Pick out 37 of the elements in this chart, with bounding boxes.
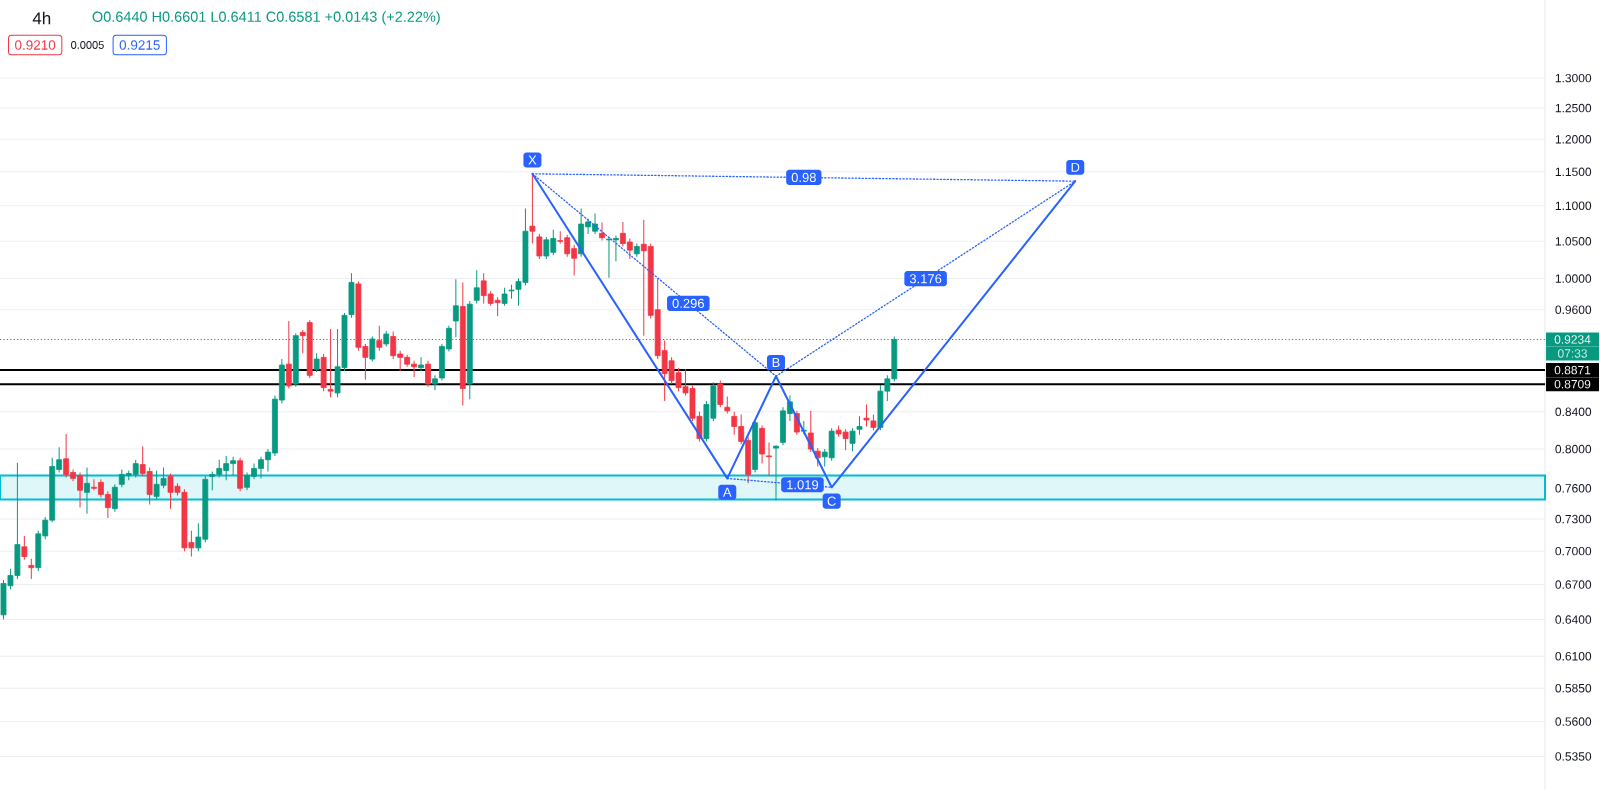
y-tick-label: 0.5850 — [1555, 683, 1592, 693]
annotation: O0.6440 H0.6601 L0.6411 C0.6581 +0.0143 (+2.22%) — [92, 11, 440, 25]
series-label: 0.296 — [672, 298, 704, 308]
y-tick-label: 0.8400 — [1555, 407, 1592, 417]
y-tick-label: 1.0000 — [1555, 274, 1592, 283]
y-tick-label: 0.9600 — [1555, 305, 1592, 314]
y-tick-label: 0.6400 — [1555, 615, 1592, 624]
text: 07:33 — [1557, 349, 1587, 358]
data-label: D — [1071, 162, 1080, 172]
y-tick-label: 1.2500 — [1555, 103, 1592, 113]
series-label: 1.019 — [787, 480, 819, 490]
y-tick-label: 0.6700 — [1555, 580, 1592, 589]
y-tick-label: 1.0500 — [1555, 237, 1592, 246]
y-tick-label: 0.6100 — [1555, 652, 1592, 661]
annotation: 0.9210 — [15, 40, 56, 50]
y-tick-label: 0.5350 — [1555, 752, 1592, 761]
ref-line-label: 0.9234 — [1554, 335, 1591, 344]
data-label: C — [827, 496, 836, 506]
annotation: 0.0005 — [71, 41, 104, 49]
data-label: X — [528, 155, 537, 165]
series-label: 3.176 — [909, 274, 942, 284]
annotation: 0.9215 — [119, 40, 160, 50]
y-tick-label: 0.5600 — [1555, 717, 1592, 726]
ref-line-label: 0.8871 — [1554, 365, 1591, 375]
data-label: A — [722, 487, 732, 497]
series-label: 0.98 — [791, 172, 816, 183]
y-tick-label: 0.8000 — [1555, 444, 1592, 454]
y-tick-label: 0.7600 — [1555, 484, 1592, 493]
y-tick-label: 1.3000 — [1555, 73, 1592, 83]
y-tick-label: 1.1000 — [1555, 201, 1592, 210]
y-tick-label: 1.1500 — [1555, 167, 1592, 177]
y-tick-label: 0.7300 — [1555, 514, 1592, 524]
ref-line-label: 0.8709 — [1554, 379, 1591, 389]
text: 4h — [32, 11, 51, 25]
data-label: B — [772, 357, 780, 367]
y-tick-label: 0.7000 — [1555, 546, 1592, 556]
y-tick-label: 1.2000 — [1555, 135, 1592, 144]
